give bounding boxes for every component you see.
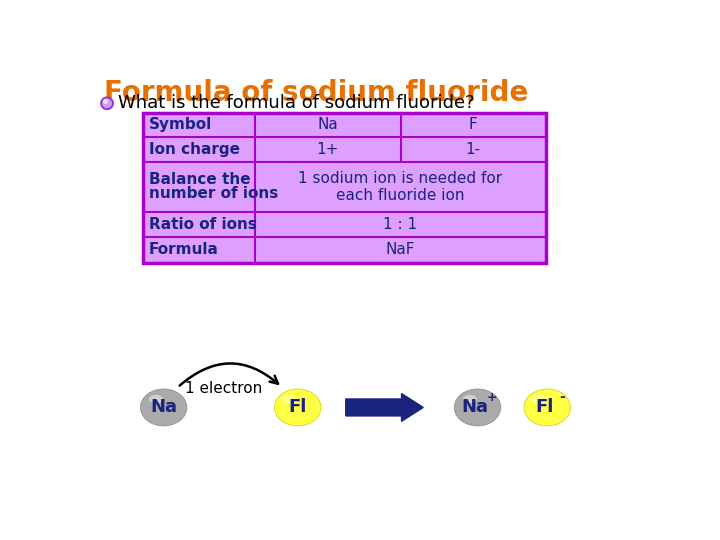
- Text: 1 electron: 1 electron: [186, 381, 263, 396]
- Text: -: -: [559, 390, 565, 404]
- Text: Fl: Fl: [536, 399, 554, 416]
- Text: each fluoride ion: each fluoride ion: [336, 188, 464, 203]
- Bar: [143, 112, 546, 262]
- Text: 1 : 1: 1 : 1: [383, 217, 418, 232]
- Text: Balance the: Balance the: [149, 172, 251, 187]
- Text: Ratio of ions: Ratio of ions: [149, 217, 257, 232]
- Circle shape: [101, 97, 113, 110]
- FancyArrow shape: [346, 394, 423, 421]
- Ellipse shape: [454, 389, 500, 426]
- Text: NaF: NaF: [386, 242, 415, 257]
- Text: 1 sodium ion is needed for: 1 sodium ion is needed for: [298, 171, 503, 186]
- Text: 1+: 1+: [317, 142, 339, 157]
- Text: Formula of sodium fluoride: Formula of sodium fluoride: [104, 79, 528, 107]
- Text: Symbol: Symbol: [149, 117, 212, 132]
- Text: number of ions: number of ions: [149, 186, 278, 201]
- Circle shape: [103, 99, 112, 107]
- Text: Na: Na: [462, 399, 489, 416]
- Circle shape: [104, 99, 107, 103]
- Ellipse shape: [149, 395, 163, 403]
- Text: Fl: Fl: [289, 399, 307, 416]
- Text: Formula: Formula: [149, 242, 219, 257]
- Text: Na: Na: [318, 117, 338, 132]
- Ellipse shape: [524, 389, 570, 426]
- Text: +: +: [487, 391, 498, 404]
- FancyArrowPatch shape: [180, 363, 278, 386]
- Ellipse shape: [274, 389, 321, 426]
- Text: What is the formula of sodium fluoride?: What is the formula of sodium fluoride?: [118, 94, 474, 112]
- Text: 1-: 1-: [466, 142, 481, 157]
- Text: Na: Na: [150, 399, 177, 416]
- Text: F: F: [469, 117, 477, 132]
- Ellipse shape: [140, 389, 187, 426]
- Ellipse shape: [533, 395, 546, 403]
- Ellipse shape: [283, 395, 297, 403]
- Text: Ion charge: Ion charge: [149, 142, 240, 157]
- Ellipse shape: [463, 395, 477, 403]
